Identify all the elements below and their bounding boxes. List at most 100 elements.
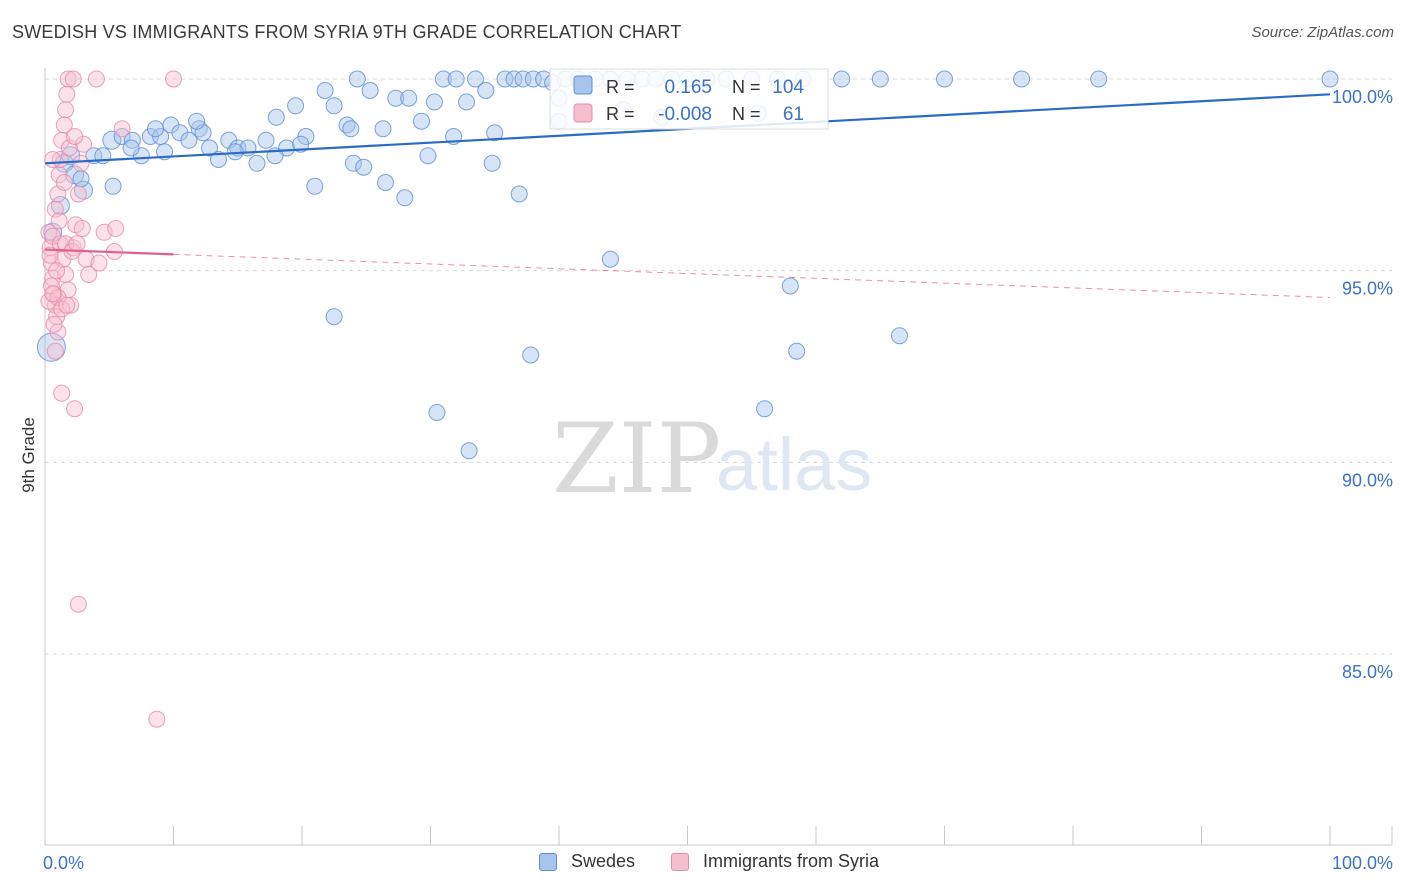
swedes-point [257,131,275,149]
y-tick-label: 85.0% [1342,662,1393,682]
swedes-point [514,70,532,88]
swedes-point [524,70,542,88]
swedes-point [374,120,392,138]
swedes-point [377,174,394,191]
swedes-point [147,120,164,138]
watermark-zip: ZIP [552,403,721,515]
swedes-point [387,89,405,107]
swedes-point [292,135,310,153]
syria-point [44,285,62,303]
swedes-point [267,108,285,126]
source-label: Source: ZipAtlas.com [1251,24,1394,41]
swedes-point [477,82,495,99]
swedes-point [522,346,540,364]
swedes-point [460,442,478,460]
syria-point [57,101,75,119]
syria-point [90,254,108,272]
syria-point [87,70,105,88]
swedes-point [496,70,514,88]
swedes-point [447,70,465,88]
syria-point [58,85,76,103]
swedes-point [400,89,418,107]
swedes-point [180,131,198,149]
legend-item-syria[interactable]: Immigrants from Syria [671,851,879,872]
swedes-point [325,308,343,326]
stats-r-value: -0.008 [658,104,712,125]
syria-point [66,128,84,145]
stats-r-label: R = [606,77,635,97]
syria-point [69,595,87,613]
swedes-point [891,327,908,345]
swedes-point [1013,70,1031,88]
swedes-point [396,189,414,207]
syria-point [80,266,98,283]
syria-point [44,151,62,168]
swedes-point [483,154,501,172]
syria-point [50,212,68,230]
syria-point [64,70,82,88]
stats-legend-box [549,68,829,130]
syria-point [69,185,87,203]
swedes-point [325,97,343,115]
syria-point [62,296,80,314]
swedes-point [756,400,774,418]
x-tick-label: 0.0% [43,853,84,873]
syria-point [148,710,166,728]
syria-point [48,262,66,280]
swedes-point [458,93,475,111]
legend-swatch-blue [539,852,557,871]
syria-point [58,296,76,314]
swedes-point [505,70,523,88]
swedes-point [419,147,437,165]
stats-n-label: N = [732,104,761,124]
x-tick-label: 100.0% [1332,853,1393,873]
swedes-point [287,97,305,115]
legend-swatch-pink [671,852,689,871]
y-axis-title: 9th Grade [19,417,38,493]
syria-trend-line-dashed [173,253,1331,298]
stats-swatch-blue [573,75,593,95]
swedes-point [936,70,953,88]
syria-point [45,315,63,333]
swedes-point [486,124,504,142]
syria-point [165,70,182,88]
swedes-point [355,158,373,176]
legend-item-swedes[interactable]: Swedes [539,851,635,872]
stats-n-label: N = [732,77,761,97]
bottom-legend: Swedes Immigrants from Syria [0,851,1406,879]
swedes-point [413,112,430,130]
swedes-point [428,404,446,421]
swedes-point [361,82,379,99]
watermark-atlas: atlas [716,423,872,506]
stats-n-value: 104 [772,77,804,98]
syria-point [59,70,77,88]
swedes-point [348,70,366,88]
swedes-point [788,342,806,360]
syria-point [53,384,71,402]
swedes-point [104,177,122,195]
syria-point [107,220,125,237]
legend-label: Immigrants from Syria [703,851,880,871]
swedes-point [344,154,362,172]
syria-point [55,116,73,134]
syria-point [72,154,90,172]
swedes-point [72,170,90,188]
swedes-point [306,177,324,195]
swedes-point [601,250,619,268]
swedes-point [781,277,799,295]
swedes-point [425,93,443,111]
y-tick-label: 100.0% [1332,87,1393,107]
stats-r-value: 0.165 [664,77,712,98]
swedes-point [201,139,218,157]
swedes-point [210,151,227,168]
swedes-point [1321,70,1339,88]
syria-point [113,120,131,138]
syria-point [41,246,59,264]
swedes-point [510,185,528,203]
swedes-point [188,112,206,130]
legend-label: Swedes [571,851,636,871]
syria-point [66,400,84,418]
stats-legend: R = 0.165 N = 104 R = -0.008 N = 61 [549,68,829,130]
swedes-point [248,154,266,172]
